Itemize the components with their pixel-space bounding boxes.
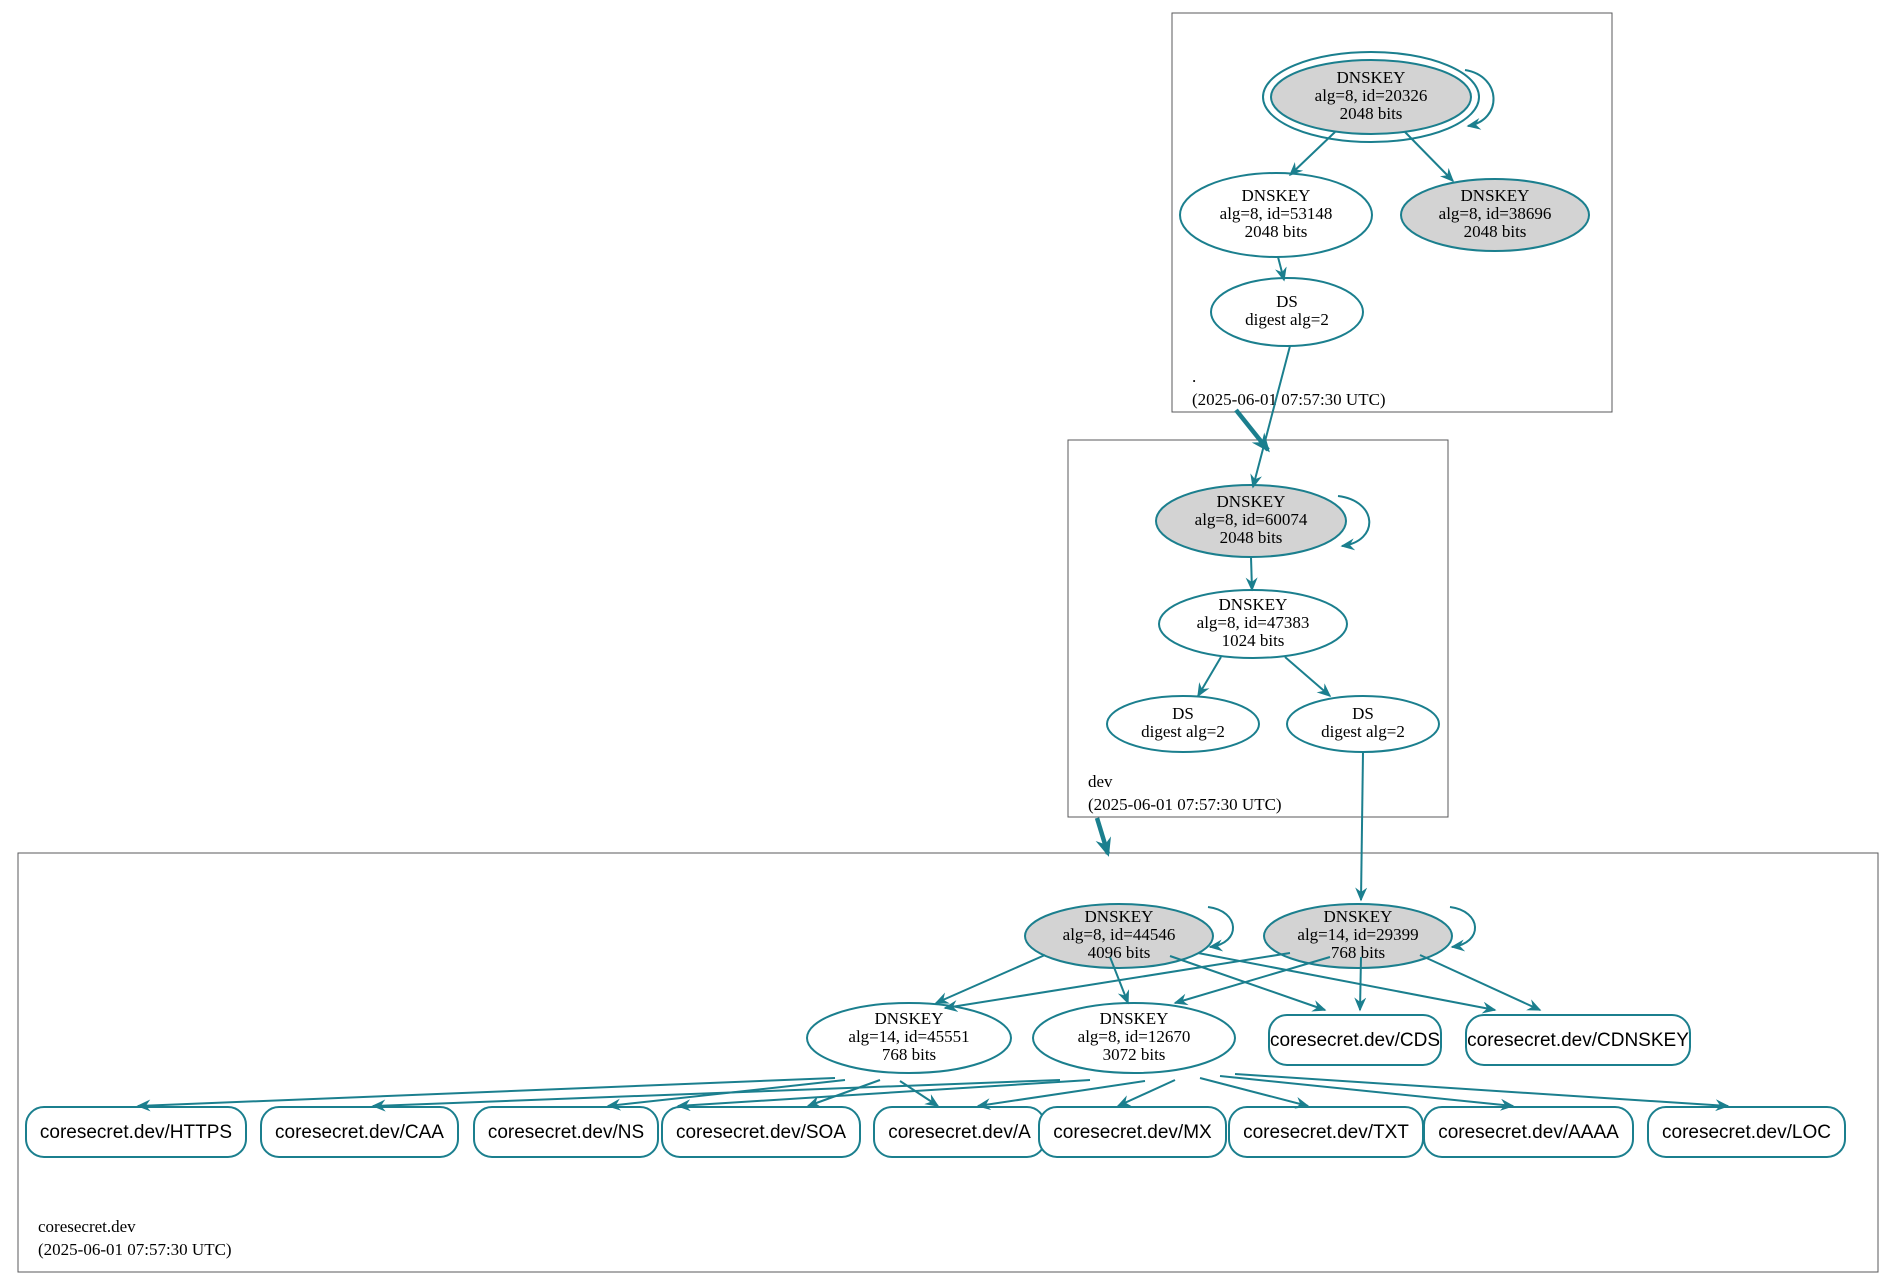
svg-text:coresecret.dev/HTTPS: coresecret.dev/HTTPS bbox=[40, 1122, 232, 1143]
svg-text:alg=14, id=45551: alg=14, id=45551 bbox=[848, 1027, 969, 1046]
svg-text:digest alg=2: digest alg=2 bbox=[1321, 722, 1405, 741]
svg-text:coresecret.dev/SOA: coresecret.dev/SOA bbox=[676, 1122, 846, 1143]
svg-text:DNSKEY: DNSKEY bbox=[1219, 595, 1288, 614]
svg-text:.: . bbox=[1192, 367, 1196, 386]
svg-text:alg=14, id=29399: alg=14, id=29399 bbox=[1297, 925, 1418, 944]
svg-text:2048 bits: 2048 bits bbox=[1245, 222, 1308, 241]
svg-text:(2025-06-01 07:57:30 UTC): (2025-06-01 07:57:30 UTC) bbox=[1192, 390, 1386, 409]
svg-text:DS: DS bbox=[1352, 704, 1374, 723]
svg-text:digest alg=2: digest alg=2 bbox=[1245, 310, 1329, 329]
svg-text:(2025-06-01 07:57:30 UTC): (2025-06-01 07:57:30 UTC) bbox=[38, 1240, 232, 1259]
svg-text:DS: DS bbox=[1276, 292, 1298, 311]
svg-text:coresecret.dev/AAAA: coresecret.dev/AAAA bbox=[1438, 1122, 1619, 1143]
svg-text:DNSKEY: DNSKEY bbox=[1100, 1009, 1169, 1028]
svg-text:alg=8, id=44546: alg=8, id=44546 bbox=[1063, 925, 1176, 944]
svg-text:DNSKEY: DNSKEY bbox=[1217, 492, 1286, 511]
svg-text:2048 bits: 2048 bits bbox=[1220, 528, 1283, 547]
svg-text:alg=8, id=38696: alg=8, id=38696 bbox=[1439, 204, 1552, 223]
svg-text:coresecret.dev/NS: coresecret.dev/NS bbox=[488, 1122, 644, 1143]
svg-text:DNSKEY: DNSKEY bbox=[1085, 907, 1154, 926]
svg-text:3072 bits: 3072 bits bbox=[1103, 1045, 1166, 1064]
svg-text:DNSKEY: DNSKEY bbox=[1337, 68, 1406, 87]
svg-text:DS: DS bbox=[1172, 704, 1194, 723]
svg-text:alg=8, id=53148: alg=8, id=53148 bbox=[1220, 204, 1333, 223]
svg-text:coresecret.dev/CDS: coresecret.dev/CDS bbox=[1270, 1030, 1440, 1051]
svg-text:2048 bits: 2048 bits bbox=[1340, 104, 1403, 123]
svg-text:coresecret.dev/CAA: coresecret.dev/CAA bbox=[275, 1122, 444, 1143]
svg-text:DNSKEY: DNSKEY bbox=[1461, 186, 1530, 205]
svg-text:coresecret.dev/TXT: coresecret.dev/TXT bbox=[1243, 1122, 1409, 1143]
svg-text:alg=8, id=20326: alg=8, id=20326 bbox=[1315, 86, 1428, 105]
svg-text:coresecret.dev/LOC: coresecret.dev/LOC bbox=[1662, 1122, 1831, 1143]
svg-text:2048 bits: 2048 bits bbox=[1464, 222, 1527, 241]
svg-text:DNSKEY: DNSKEY bbox=[875, 1009, 944, 1028]
svg-text:coresecret.dev/CDNSKEY: coresecret.dev/CDNSKEY bbox=[1467, 1030, 1689, 1051]
svg-text:alg=8, id=12670: alg=8, id=12670 bbox=[1078, 1027, 1191, 1046]
svg-text:1024 bits: 1024 bits bbox=[1222, 631, 1285, 650]
svg-text:DNSKEY: DNSKEY bbox=[1242, 186, 1311, 205]
svg-text:dev: dev bbox=[1088, 772, 1113, 791]
svg-text:(2025-06-01 07:57:30 UTC): (2025-06-01 07:57:30 UTC) bbox=[1088, 795, 1282, 814]
svg-text:DNSKEY: DNSKEY bbox=[1324, 907, 1393, 926]
svg-text:coresecret.dev/A: coresecret.dev/A bbox=[888, 1122, 1031, 1143]
svg-text:768 bits: 768 bits bbox=[882, 1045, 936, 1064]
svg-text:4096 bits: 4096 bits bbox=[1088, 943, 1151, 962]
svg-text:coresecret.dev: coresecret.dev bbox=[38, 1217, 136, 1236]
svg-text:digest alg=2: digest alg=2 bbox=[1141, 722, 1225, 741]
svg-text:768 bits: 768 bits bbox=[1331, 943, 1385, 962]
svg-text:alg=8, id=60074: alg=8, id=60074 bbox=[1195, 510, 1308, 529]
svg-text:alg=8, id=47383: alg=8, id=47383 bbox=[1197, 613, 1310, 632]
svg-text:coresecret.dev/MX: coresecret.dev/MX bbox=[1053, 1122, 1212, 1143]
